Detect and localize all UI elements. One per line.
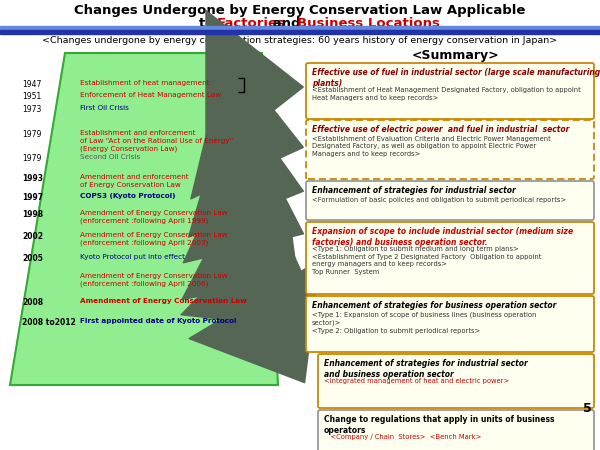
- Text: Enhancement of strategies for business operation sector: Enhancement of strategies for business o…: [312, 301, 556, 310]
- Text: Changes Undergone by Energy Conservation Law Applicable: Changes Undergone by Energy Conservation…: [74, 4, 526, 17]
- Text: COPS3 (Kyoto Protocol): COPS3 (Kyoto Protocol): [80, 193, 176, 199]
- Text: <Type 1: Obligation to submit medium and long term plans>
<Establishment of Type: <Type 1: Obligation to submit medium and…: [312, 246, 541, 274]
- Text: <Formulation of basic policies and obligation to submit periodical reports>: <Formulation of basic policies and oblig…: [312, 197, 566, 202]
- Text: Amendment of Energy Conservation Law
(enforcement :following April 1999): Amendment of Energy Conservation Law (en…: [80, 210, 227, 224]
- Text: and: and: [268, 17, 305, 30]
- Text: 1997: 1997: [22, 193, 43, 202]
- FancyBboxPatch shape: [318, 354, 594, 408]
- Text: 1947: 1947: [22, 80, 41, 89]
- Text: Effective use of electric power  and fuel in industrial  sector: Effective use of electric power and fuel…: [312, 125, 569, 134]
- Text: Kyoto Protocol put into effect: Kyoto Protocol put into effect: [80, 254, 185, 260]
- Text: First appointed date of Kyoto Protocol: First appointed date of Kyoto Protocol: [80, 318, 236, 324]
- Text: Expansion of scope to include industrial sector (medium size
factories) and busi: Expansion of scope to include industrial…: [312, 227, 573, 247]
- Text: Factories: Factories: [217, 17, 286, 30]
- Text: Change to regulations that apply in units of business
operators: Change to regulations that apply in unit…: [324, 415, 554, 435]
- Polygon shape: [10, 53, 278, 385]
- FancyBboxPatch shape: [318, 410, 594, 450]
- Text: <Establishment of Evaluation Criteria and Electric Power Management
Designated F: <Establishment of Evaluation Criteria an…: [312, 135, 551, 157]
- Text: 1979: 1979: [22, 130, 41, 139]
- Text: Amendment of Energy Conservation Law
(enforcement :following April 2003): Amendment of Energy Conservation Law (en…: [80, 232, 227, 246]
- Text: 1951: 1951: [22, 92, 41, 101]
- Text: 1993: 1993: [22, 174, 43, 183]
- Text: to: to: [199, 17, 220, 30]
- FancyBboxPatch shape: [306, 120, 594, 179]
- Text: 2008 to2012: 2008 to2012: [22, 318, 76, 327]
- Text: 2002: 2002: [22, 232, 43, 241]
- FancyBboxPatch shape: [306, 222, 594, 294]
- Text: Amendment of Energy Conservation Law
(enforcement :following April 2006): Amendment of Energy Conservation Law (en…: [80, 273, 227, 287]
- Text: Effective use of fuel in industrial sector (large scale manufacturing
plants): Effective use of fuel in industrial sect…: [312, 68, 600, 88]
- Text: First Oil Crisis: First Oil Crisis: [80, 105, 129, 111]
- FancyBboxPatch shape: [306, 296, 594, 352]
- FancyBboxPatch shape: [306, 181, 594, 220]
- Bar: [0, 26, 600, 30]
- Text: 1998: 1998: [22, 210, 43, 219]
- Text: 5: 5: [583, 402, 592, 415]
- Text: <Integrated management of heat and electric power>: <Integrated management of heat and elect…: [324, 378, 509, 384]
- Text: 1973: 1973: [22, 105, 41, 114]
- Text: <Summary>: <Summary>: [411, 49, 499, 62]
- Text: <Company / Chain  Stores>  <Bench Mark>: <Company / Chain Stores> <Bench Mark>: [324, 434, 481, 440]
- Text: 2008: 2008: [22, 298, 43, 307]
- Text: Business Locations: Business Locations: [297, 17, 440, 30]
- FancyBboxPatch shape: [306, 63, 594, 119]
- Text: Amendment and enforcement
of Energy Conservation Law: Amendment and enforcement of Energy Cons…: [80, 174, 188, 188]
- Text: Establishment and enforcement
of Law “Act on the Rational Use of Energy”
(Energy: Establishment and enforcement of Law “Ac…: [80, 130, 233, 152]
- Text: Enhancement of strategies for industrial sector
and business operation sector: Enhancement of strategies for industrial…: [324, 359, 528, 379]
- Text: Enforcement of Heat Management Law: Enforcement of Heat Management Law: [80, 92, 221, 98]
- Text: <Establishment of Heat Management Designated Factory, obligation to appoint
Heat: <Establishment of Heat Management Design…: [312, 87, 581, 100]
- Bar: [0, 30, 600, 34]
- Text: 1979: 1979: [22, 154, 41, 163]
- Text: 2005: 2005: [22, 254, 43, 263]
- Text: <Changes undergone by energy conservation strategies: 60 years history of energy: <Changes undergone by energy conservatio…: [43, 36, 557, 45]
- Text: <Type 1: Expansion of scope of business lines (business operation
sector)>
<Type: <Type 1: Expansion of scope of business …: [312, 311, 536, 333]
- Text: Amendment of Energy Conservation Law: Amendment of Energy Conservation Law: [80, 298, 247, 304]
- Text: Enhancement of strategies for industrial sector: Enhancement of strategies for industrial…: [312, 186, 516, 195]
- Text: Establishment of heat management: Establishment of heat management: [80, 80, 209, 86]
- Text: Second Oil Crisis: Second Oil Crisis: [80, 154, 140, 160]
